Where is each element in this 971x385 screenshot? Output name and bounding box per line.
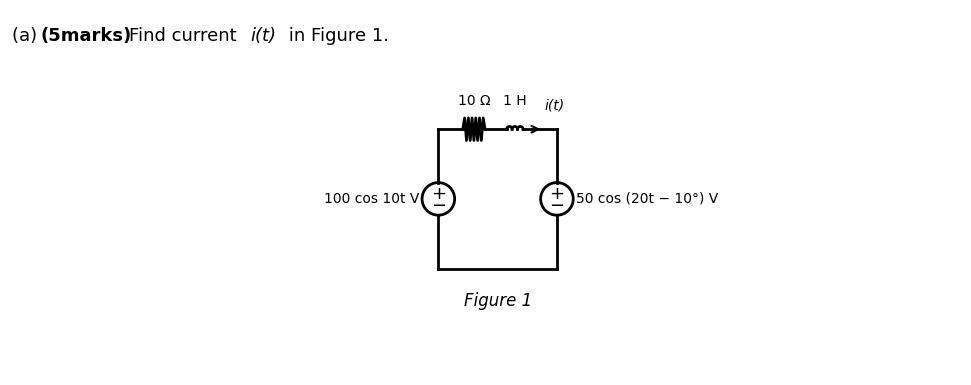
Text: 10 Ω: 10 Ω (457, 94, 490, 109)
Text: +: + (431, 185, 446, 203)
Text: i(t): i(t) (251, 27, 277, 45)
Text: 100 cos 10t V: 100 cos 10t V (323, 192, 419, 206)
Text: 50 cos (20t − 10°) V: 50 cos (20t − 10°) V (576, 192, 719, 206)
Text: Find current: Find current (129, 27, 243, 45)
Text: i(t): i(t) (545, 99, 564, 113)
Text: in Figure 1.: in Figure 1. (283, 27, 388, 45)
Text: (5marks): (5marks) (41, 27, 132, 45)
Text: +: + (550, 185, 564, 203)
Text: (a): (a) (12, 27, 43, 45)
Text: −: − (550, 197, 564, 215)
Text: −: − (431, 197, 446, 215)
Text: 1 H: 1 H (503, 94, 526, 109)
Text: Figure 1: Figure 1 (463, 292, 532, 310)
